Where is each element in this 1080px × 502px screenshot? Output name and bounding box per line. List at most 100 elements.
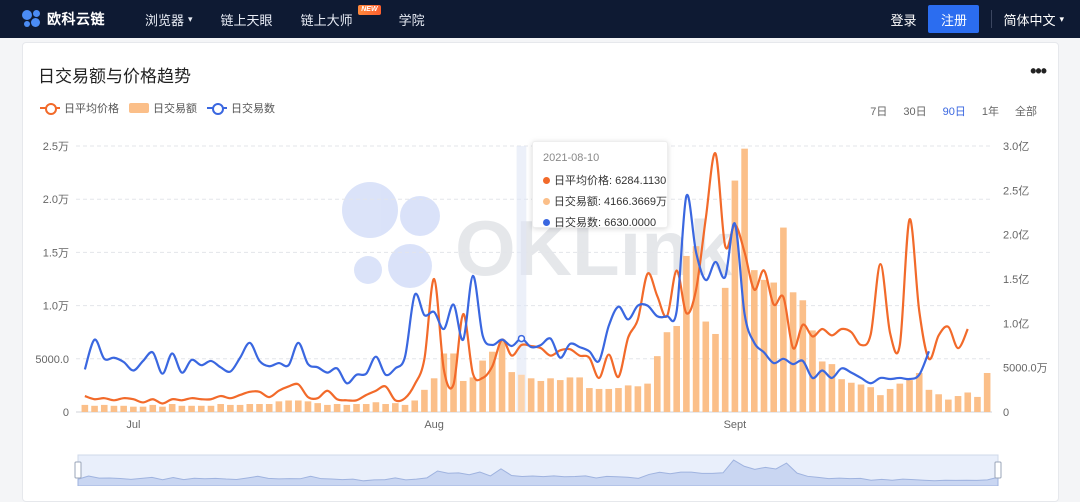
legend-item-volume[interactable]: 日交易额 (129, 100, 197, 116)
range-90d[interactable]: 90日 (942, 106, 966, 118)
volume-bar (653, 356, 661, 412)
nav-item-label: 链上大师 (300, 12, 353, 28)
volume-bar (731, 180, 739, 412)
volume-bar (265, 404, 273, 412)
range-7d[interactable]: 7日 (870, 106, 888, 118)
nav-item-label: 浏览器 (145, 12, 185, 28)
volume-bar (227, 404, 234, 412)
chart-tooltip: 2021-08-10 日平均价格: 6284.1130 日交易额: 4166.3… (532, 141, 668, 229)
volume-bar (479, 360, 486, 412)
volume-bar (721, 287, 729, 412)
more-options-icon[interactable]: ••• (1030, 61, 1047, 81)
account-nav: 登录 注册 简体中文 ▾ (890, 0, 1080, 38)
slider-handle[interactable] (74, 461, 82, 479)
nav-item-chain-eye[interactable]: 链上天眼 (221, 10, 273, 29)
volume-bar (634, 386, 642, 412)
volume-bar (809, 330, 816, 412)
slider-handle[interactable] (994, 461, 1002, 479)
volume-bar (702, 321, 710, 412)
nav-item-academy[interactable]: 学院 (399, 10, 425, 29)
left-axis-tick-label: 5000.0 (35, 354, 69, 366)
volume-bar (886, 388, 894, 412)
watermark-dot-icon (354, 256, 382, 284)
volume-bar (236, 404, 244, 412)
volume-bar (983, 372, 991, 412)
volume-bar (362, 404, 370, 412)
volume-bar (954, 396, 962, 412)
volume-bar (275, 401, 283, 412)
volume-bar (547, 378, 554, 412)
volume-bar (304, 401, 312, 412)
left-axis-tick-label: 2.5万 (43, 141, 69, 153)
volume-bar (974, 396, 981, 412)
right-axis-tick-label: 2.0亿 (1003, 229, 1029, 242)
volume-bar (324, 404, 331, 412)
volume-bar (343, 404, 351, 412)
left-axis-tick-label: 1.0万 (43, 301, 69, 313)
tooltip-value: 日交易数: 6630.0000 (554, 217, 657, 229)
x-axis-tick-label: Jul (126, 419, 140, 431)
volume-bar (789, 292, 797, 412)
chart-legend: 日平均价格 日交易额 日交易数 (40, 100, 285, 116)
volume-bar (401, 404, 409, 412)
volume-bar (100, 404, 108, 412)
chevron-down-icon: ▾ (1059, 13, 1064, 24)
volume-bar (673, 325, 680, 412)
volume-bar (168, 404, 176, 412)
volume-bar (207, 405, 215, 412)
volume-bar (382, 404, 389, 412)
volume-bar (896, 383, 904, 412)
volume-bar (964, 392, 972, 412)
range-1y[interactable]: 1年 (981, 106, 999, 118)
watermark-dot-icon (342, 182, 398, 238)
volume-bar (314, 403, 322, 412)
volume-bar (838, 379, 845, 412)
register-button[interactable]: 注册 (928, 5, 980, 33)
volume-bar (333, 404, 341, 412)
login-link[interactable]: 登录 (890, 12, 917, 28)
volume-bar (818, 361, 826, 412)
date-range-slider[interactable] (74, 454, 1002, 486)
logo[interactable]: 欧科云链 (22, 9, 105, 29)
tooltip-row: 日平均价格: 6284.1130 (543, 172, 667, 188)
language-selector[interactable]: 简体中文 ▾ (1003, 10, 1064, 29)
volume-bar (692, 246, 700, 412)
new-badge: NEW (358, 4, 381, 15)
nav-item-label: 链上天眼 (220, 12, 273, 28)
right-axis-tick-label: 1.5亿 (1003, 273, 1029, 286)
volume-bar (246, 404, 254, 412)
volume-bar (178, 405, 186, 412)
volume-bar (508, 372, 516, 412)
range-30d[interactable]: 30日 (903, 106, 927, 118)
volume-bar (285, 400, 292, 412)
volume-bar (741, 148, 748, 412)
right-axis-tick-label: 0 (1003, 407, 1009, 419)
volume-bar (586, 388, 593, 412)
legend-item-price[interactable]: 日平均价格 (40, 100, 119, 116)
nav-item-browser[interactable]: 浏览器 ▾ (145, 10, 193, 29)
right-axis-tick-label: 3.0亿 (1003, 140, 1029, 153)
language-label: 简体中文 (1003, 12, 1056, 28)
volume-bar (615, 388, 622, 412)
time-range-selector: 7日 30日 90日 1年 全部 (854, 103, 1037, 119)
volume-bar (459, 380, 467, 412)
trend-chart[interactable]: OKLink05000.01.0万1.5万2.0万2.5万05000.0万1.0… (0, 0, 1080, 486)
volume-bar (130, 406, 137, 412)
watermark-dot-icon (400, 196, 440, 236)
series-dot-icon (543, 218, 550, 226)
bar-marker-icon (129, 103, 149, 113)
volume-bar (644, 383, 651, 412)
slider-preview-area (77, 459, 999, 486)
logo-text: 欧科云链 (47, 11, 105, 27)
volume-bar (120, 405, 127, 412)
volume-bar (576, 377, 583, 412)
volume-bar (217, 404, 224, 412)
divider (991, 10, 993, 28)
legend-label: 日平均价格 (64, 103, 119, 115)
range-all[interactable]: 全部 (1015, 106, 1037, 118)
volume-bar (566, 377, 574, 412)
x-axis-tick-label: Aug (424, 419, 444, 431)
nav-item-chain-master[interactable]: 链上大师 NEW (300, 4, 381, 29)
volume-bar (780, 227, 787, 412)
legend-item-count[interactable]: 日交易数 (207, 100, 275, 116)
